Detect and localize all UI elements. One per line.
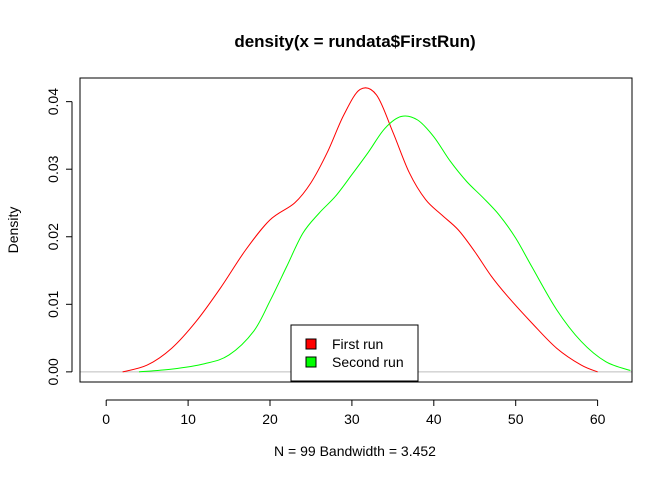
legend-label-1: First run [332, 336, 383, 352]
plot-box [79, 77, 633, 383]
y-axis: 0.00 0.01 0.02 0.03 0.04 [45, 88, 73, 385]
legend-swatch-1 [305, 338, 317, 350]
series-line-2 [138, 115, 631, 373]
legend-label-2: Second run [332, 354, 404, 370]
series-line-1 [122, 87, 598, 373]
chart-title: density(x = rundata$FirstRun) [234, 32, 475, 51]
x-axis: 0 10 20 30 40 50 60 [102, 399, 606, 427]
x-tick-label: 60 [590, 411, 606, 427]
legend: First run Second run [290, 324, 419, 382]
legend-swatch-2 [305, 356, 317, 368]
legend-box [290, 324, 419, 382]
y-tick-label: 0.02 [45, 223, 61, 250]
x-tick-label: 0 [102, 411, 110, 427]
y-tick-label: 0.00 [45, 358, 61, 385]
x-tick-label: 40 [426, 411, 442, 427]
x-tick-label: 30 [344, 411, 360, 427]
x-axis-label: N = 99 Bandwidth = 3.452 [274, 443, 436, 459]
x-tick-label: 50 [508, 411, 524, 427]
y-axis-label: Density [5, 207, 21, 254]
x-tick-label: 10 [180, 411, 196, 427]
series-layer [122, 87, 631, 373]
y-tick-label: 0.01 [45, 290, 61, 317]
y-tick-label: 0.04 [45, 88, 61, 115]
x-tick-label: 20 [262, 411, 278, 427]
y-tick-label: 0.03 [45, 155, 61, 182]
